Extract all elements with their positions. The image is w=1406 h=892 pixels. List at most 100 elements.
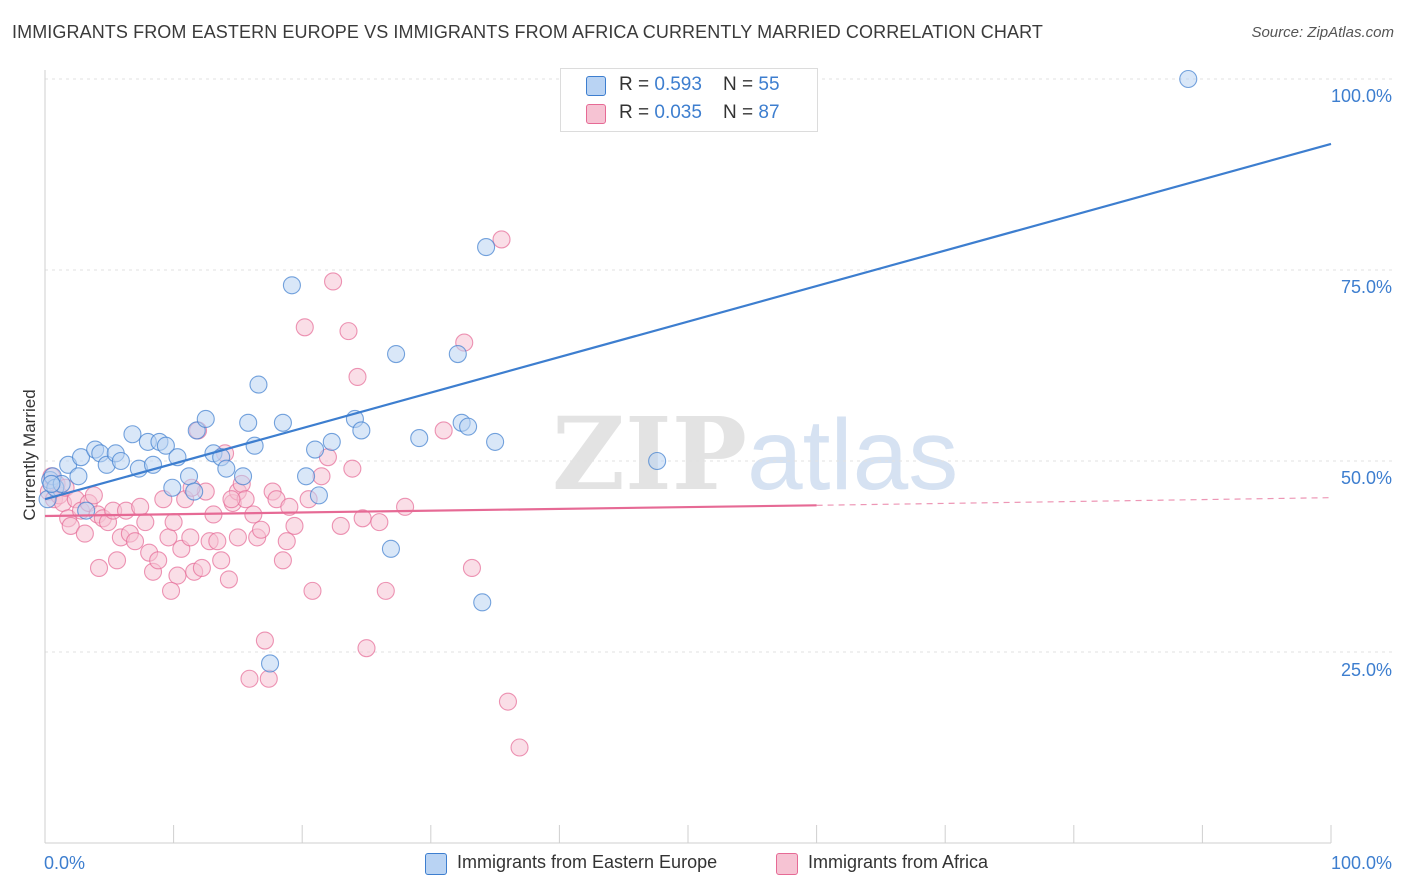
eastern-europe-point bbox=[282, 276, 301, 295]
africa-point bbox=[396, 497, 415, 516]
n-label: N = bbox=[723, 102, 759, 123]
eastern-europe-point bbox=[179, 467, 199, 486]
r-label: R = bbox=[619, 102, 655, 123]
africa-point bbox=[222, 490, 241, 509]
eastern-europe-point bbox=[71, 448, 91, 467]
eastern-europe-point bbox=[486, 432, 505, 451]
source-label: Source: ZipAtlas.com bbox=[1251, 24, 1394, 41]
africa-point bbox=[348, 367, 367, 387]
africa-point bbox=[277, 532, 296, 551]
eastern-europe-point bbox=[233, 467, 253, 486]
africa-point bbox=[240, 669, 259, 688]
pink-swatch bbox=[776, 853, 798, 875]
africa-point bbox=[285, 516, 304, 535]
africa-point bbox=[84, 486, 103, 505]
africa-point bbox=[149, 551, 168, 570]
eastern-europe-point bbox=[273, 413, 292, 432]
africa-point bbox=[273, 551, 292, 570]
eastern-europe-point bbox=[410, 429, 429, 448]
africa-point bbox=[219, 570, 238, 589]
y-tick-label: 100.0% bbox=[1330, 86, 1392, 106]
africa-point bbox=[136, 513, 155, 532]
x-tick-label: 0.0% bbox=[44, 853, 86, 873]
eastern-europe-point bbox=[473, 593, 492, 612]
n-value: 55 bbox=[758, 74, 780, 95]
africa-point bbox=[339, 322, 358, 341]
eastern-europe-point bbox=[111, 451, 130, 471]
africa-point bbox=[161, 581, 181, 600]
africa-point bbox=[228, 528, 247, 547]
africa-point bbox=[61, 516, 80, 535]
eastern-europe-point bbox=[352, 421, 371, 440]
africa-point bbox=[492, 230, 511, 249]
africa-point bbox=[259, 669, 278, 688]
n-value: 87 bbox=[758, 102, 780, 123]
r-value: 0.593 bbox=[654, 74, 702, 95]
africa-point bbox=[181, 528, 200, 547]
pink-swatch bbox=[586, 104, 606, 124]
eastern-europe-point bbox=[249, 375, 268, 394]
y-tick-label: 75.0% bbox=[1340, 277, 1392, 297]
africa-point bbox=[164, 513, 183, 532]
africa-point bbox=[353, 509, 372, 528]
watermark-atlas: atlas bbox=[746, 399, 959, 511]
eastern-europe-point bbox=[309, 486, 328, 505]
eastern-europe-point bbox=[196, 409, 215, 429]
watermark-zip: ZIP bbox=[552, 395, 747, 513]
eastern-europe-trend-line bbox=[44, 142, 1332, 501]
stats-legend: R = 0.593 N = 55 R = 0.035 N = 87 bbox=[560, 68, 818, 132]
eastern-europe-point bbox=[459, 417, 478, 436]
eastern-europe-point bbox=[381, 539, 400, 558]
watermark: ZIPatlas bbox=[552, 395, 958, 513]
r-label: R = bbox=[619, 74, 655, 95]
africa-point bbox=[343, 459, 362, 478]
africa-point bbox=[75, 524, 94, 543]
eastern-europe-point bbox=[123, 425, 142, 444]
africa-point bbox=[168, 566, 187, 585]
africa-point bbox=[280, 497, 299, 516]
blue-swatch bbox=[586, 76, 606, 96]
eastern-europe-point bbox=[217, 459, 236, 478]
eastern-europe-point bbox=[239, 413, 258, 432]
africa-point bbox=[208, 532, 227, 551]
africa-point bbox=[510, 738, 529, 757]
eastern-europe-point bbox=[260, 654, 280, 673]
africa-point bbox=[251, 520, 271, 539]
eastern-europe-point bbox=[306, 440, 325, 459]
legend-label: Immigrants from Eastern Europe bbox=[457, 852, 718, 872]
blue-swatch bbox=[425, 853, 447, 875]
y-tick-label: 25.0% bbox=[1340, 660, 1392, 680]
africa-trend-line-extension bbox=[816, 497, 1332, 506]
africa-point bbox=[498, 692, 518, 711]
n-label: N = bbox=[723, 74, 759, 95]
africa-point bbox=[107, 551, 127, 570]
eastern-europe-point bbox=[69, 467, 88, 486]
eastern-europe-point bbox=[477, 238, 496, 257]
africa-point bbox=[324, 272, 343, 291]
africa-point bbox=[370, 513, 389, 532]
africa-point bbox=[212, 551, 231, 570]
africa-point bbox=[303, 581, 322, 600]
africa-point bbox=[312, 467, 331, 486]
chart-title: IMMIGRANTS FROM EASTERN EUROPE VS IMMIGR… bbox=[12, 22, 1043, 42]
eastern-europe-point bbox=[387, 344, 406, 364]
y-tick-label: 50.0% bbox=[1340, 468, 1392, 488]
africa-point bbox=[125, 532, 145, 551]
africa-point bbox=[331, 516, 350, 535]
eastern-europe-point bbox=[297, 467, 316, 486]
africa-point bbox=[89, 558, 109, 578]
africa-point bbox=[255, 631, 274, 650]
eastern-europe-point bbox=[156, 436, 175, 455]
africa-trend-line bbox=[44, 504, 817, 518]
africa-point bbox=[131, 497, 150, 516]
africa-point bbox=[357, 639, 376, 658]
eastern-europe-point bbox=[322, 432, 341, 451]
africa-point bbox=[462, 558, 482, 578]
x-tick-label: 100.0% bbox=[1330, 853, 1392, 873]
africa-point bbox=[295, 318, 314, 337]
africa-point bbox=[376, 581, 395, 600]
africa-point bbox=[244, 505, 263, 524]
eastern-europe-point bbox=[185, 482, 204, 501]
eastern-europe-point bbox=[1179, 69, 1198, 89]
